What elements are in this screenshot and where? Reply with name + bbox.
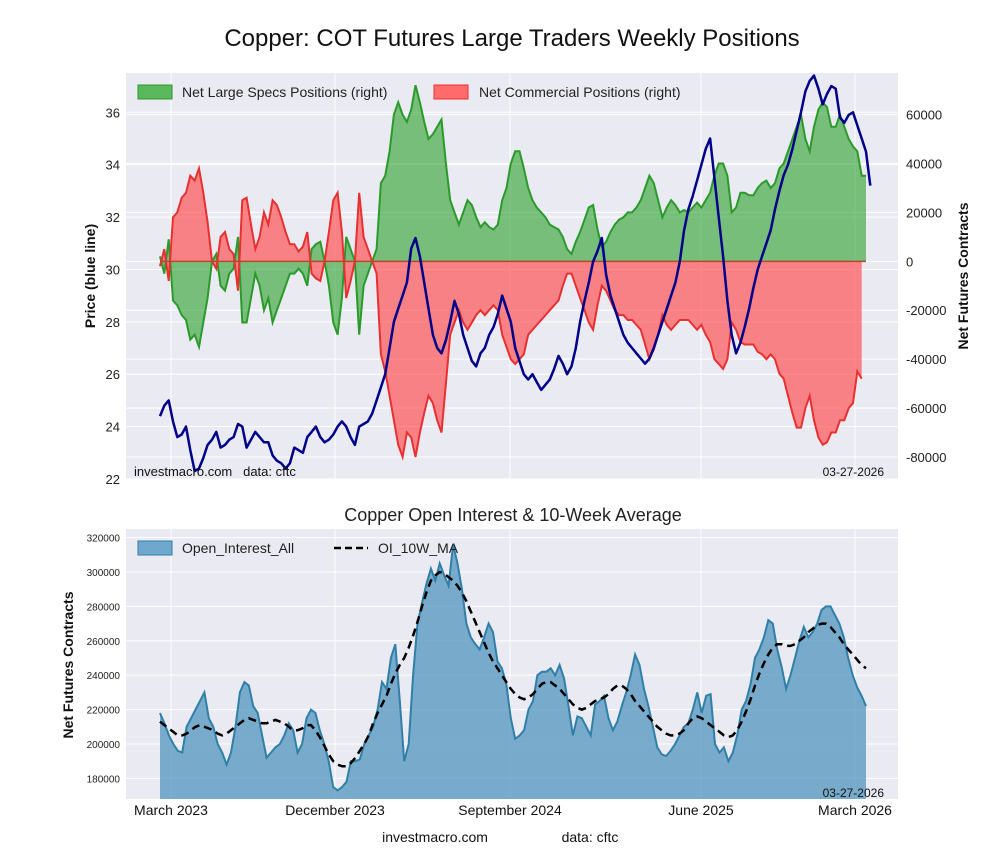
legend-swatch-commercial [433, 84, 469, 100]
top-left-tick-30: 30 [106, 262, 120, 277]
legend-label-specs: Net Large Specs Positions (right) [182, 84, 387, 100]
top-right-tick--80000: -80000 [906, 450, 946, 465]
bottom-x-axis-ticks: March 2023 December 2023 September 2024 Jun… [134, 802, 892, 818]
bottom-tick-180000: 180000 [87, 774, 121, 785]
price-line [158, 74, 872, 473]
legend-label-commercial: Net Commercial Positions (right) [479, 84, 681, 100]
top-date-label: 03-27-2026 [823, 465, 885, 479]
top-left-tick-36: 36 [106, 105, 120, 120]
top-right-tick-20000: 20000 [906, 205, 942, 220]
right-axis-label: Net Futures Contracts [955, 202, 971, 349]
oi-chart-title: Copper Open Interest & 10-Week Average [344, 505, 682, 525]
top-left-tick-26: 26 [106, 367, 120, 382]
bottom-tick-240000: 240000 [87, 671, 121, 682]
top-right-tick--40000: -40000 [906, 352, 946, 367]
specs-area [160, 85, 866, 347]
open-interest-area [160, 544, 866, 799]
top-series [158, 74, 872, 473]
footer-site: investmacro.com [382, 829, 488, 845]
top-right-tick-40000: 40000 [906, 156, 942, 171]
bottom-tick-320000: 320000 [87, 534, 121, 545]
top-right-tick-0: 0 [906, 254, 913, 269]
top-left-tick-22: 22 [106, 472, 120, 487]
top-watermark: investmacro.com data: cftc [134, 464, 296, 479]
open-interest-line [159, 544, 867, 792]
bottom-tick-200000: 200000 [87, 740, 121, 751]
x-tick-label-1: December 2023 [285, 802, 385, 818]
specs-line [159, 84, 866, 351]
oi-10w-ma-line [159, 570, 867, 768]
oi-axis-label: Net Futures Contracts [60, 591, 76, 738]
x-tick-label-3: June 2025 [668, 802, 734, 818]
bottom-legend: Open_Interest_All OI_10W_MA [137, 540, 459, 556]
top-legend: Net Large Specs Positions (right) Net Co… [137, 84, 681, 100]
top-left-tick-28: 28 [106, 315, 120, 330]
top-right-tick--60000: -60000 [906, 401, 946, 416]
top-right-axis-ticks: -80000 -60000 -40000 -20000 0 20000 40000 60000 [906, 108, 946, 465]
bottom-tick-220000: 220000 [87, 706, 121, 717]
bottom-left-axis-ticks: 180000 200000 220000 240000 260000 280000 3000… [87, 534, 121, 786]
x-tick-label-0: March 2023 [134, 802, 208, 818]
bottom-tick-300000: 300000 [87, 568, 121, 579]
bottom-series [159, 544, 867, 799]
top-right-tick-60000: 60000 [906, 108, 942, 123]
left-axis-label: Price (blue line) [82, 224, 98, 328]
legend-swatch-open-interest [137, 540, 173, 556]
x-tick-label-2: September 2024 [458, 802, 562, 818]
top-left-tick-32: 32 [106, 210, 120, 225]
bottom-tick-280000: 280000 [87, 602, 121, 613]
commercial-area [160, 168, 862, 457]
commercial-line [159, 164, 863, 461]
footer-data: data: cftc [562, 829, 619, 845]
top-right-tick--20000: -20000 [906, 303, 946, 318]
legend-label-open-interest: Open_Interest_All [182, 540, 294, 556]
top-left-axis-ticks: 22 24 26 28 30 32 34 36 [106, 105, 120, 487]
bottom-tick-260000: 260000 [87, 637, 121, 648]
page-title: Copper: COT Futures Large Traders Weekly… [224, 25, 799, 52]
top-left-tick-34: 34 [106, 158, 120, 173]
bottom-date-label: 03-27-2026 [823, 786, 885, 800]
x-tick-label-4: March 2026 [818, 802, 892, 818]
top-left-tick-24: 24 [106, 420, 120, 435]
legend-label-ma: OI_10W_MA [378, 540, 459, 556]
legend-swatch-specs [137, 84, 173, 100]
